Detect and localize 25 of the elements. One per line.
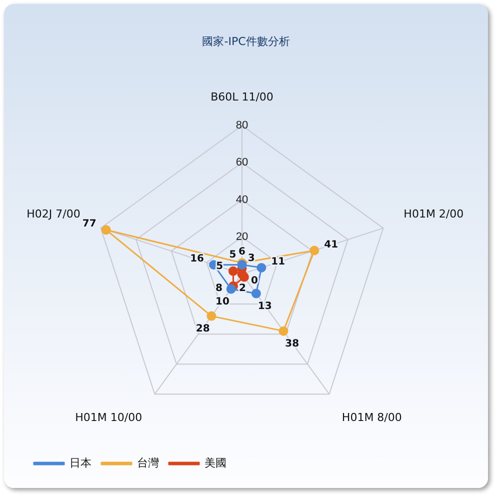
spoke-label: H01M 8/00: [342, 410, 402, 424]
y-tick-label: 80: [236, 120, 248, 132]
data-label: 0: [250, 275, 258, 286]
legend-label: 台灣: [137, 456, 159, 470]
y-tick-label: 60: [236, 156, 248, 169]
legend-label: 日本: [70, 456, 92, 470]
legend-label: 美國: [204, 456, 226, 470]
data-label: 77: [82, 218, 96, 230]
data-label: 6: [238, 246, 246, 258]
data-label: 28: [196, 323, 210, 334]
data-label: 5: [229, 249, 236, 260]
data-label: 13: [258, 300, 272, 312]
data-label: 8: [216, 283, 223, 294]
spoke-label: B60L 11/00: [210, 90, 274, 104]
y-tick-label: 40: [236, 194, 248, 206]
data-label: 38: [285, 338, 300, 350]
spoke-label: H01M 2/00: [404, 208, 464, 221]
spoke-label: H01M 10/00: [75, 410, 142, 424]
spoke-label: H02J 7/00: [26, 208, 80, 221]
chart-title: 國家-IPC件數分析: [201, 34, 291, 49]
data-label: 41: [324, 239, 338, 250]
y-tick-label: 20: [236, 230, 248, 243]
data-label: 10: [216, 296, 230, 308]
data-label: 11: [271, 256, 286, 268]
data-label: 16: [190, 254, 204, 265]
